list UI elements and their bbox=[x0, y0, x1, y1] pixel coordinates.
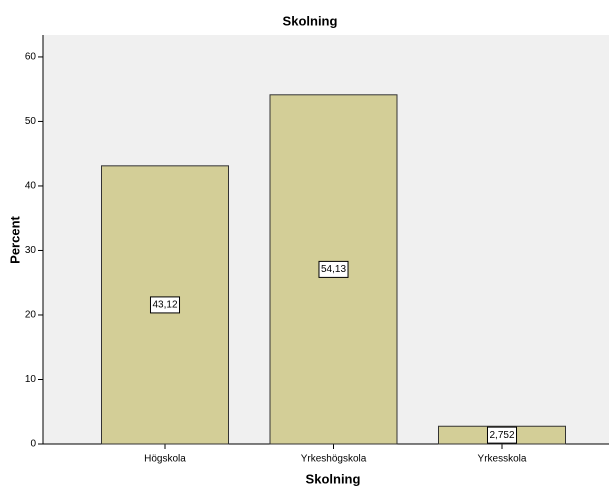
y-tick-label: 30 bbox=[25, 245, 37, 256]
y-tick-label: 60 bbox=[25, 52, 37, 63]
value-label-box bbox=[149, 296, 181, 314]
y-tick-label: 20 bbox=[25, 310, 37, 321]
y-tick-label: 10 bbox=[25, 374, 37, 385]
value-label: 43,12 bbox=[152, 300, 177, 311]
x-tick-label: Högskola bbox=[144, 454, 186, 465]
value-label-box bbox=[486, 426, 518, 444]
y-tick-label: 50 bbox=[25, 116, 37, 127]
x-tick-label: Yrkeshögskola bbox=[301, 454, 367, 465]
value-label: 54,13 bbox=[321, 264, 346, 275]
value-label-box bbox=[318, 260, 349, 278]
x-axis-label: Skolning bbox=[306, 471, 361, 486]
chart-title: Skolning bbox=[283, 13, 338, 28]
y-tick-label: 0 bbox=[30, 439, 36, 450]
value-label: 2,752 bbox=[489, 430, 514, 441]
x-tick-label: Yrkesskola bbox=[478, 454, 527, 465]
y-axis-label: Percent bbox=[7, 215, 22, 263]
y-tick-label: 40 bbox=[25, 181, 37, 192]
